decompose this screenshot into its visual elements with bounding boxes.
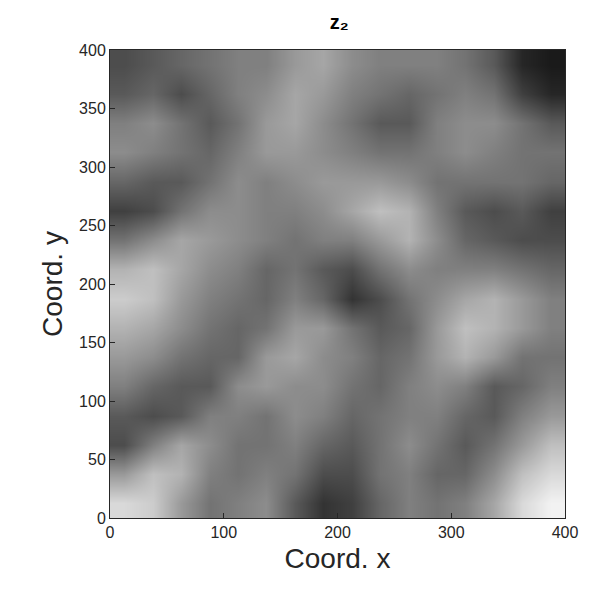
svg-text:Coord. x: Coord. x — [285, 543, 391, 574]
svg-text:400: 400 — [552, 524, 579, 541]
svg-text:250: 250 — [79, 217, 106, 234]
svg-text:150: 150 — [79, 334, 106, 351]
svg-text:Coord. y: Coord. y — [37, 231, 68, 337]
svg-text:100: 100 — [210, 524, 237, 541]
svg-text:0: 0 — [97, 510, 106, 527]
svg-text:100: 100 — [79, 393, 106, 410]
svg-text:400: 400 — [79, 42, 106, 59]
svg-text:50: 50 — [88, 451, 106, 468]
svg-text:0: 0 — [106, 524, 115, 541]
svg-text:z₂: z₂ — [330, 11, 349, 33]
svg-text:350: 350 — [79, 100, 106, 117]
svg-text:200: 200 — [324, 524, 351, 541]
svg-text:200: 200 — [79, 276, 106, 293]
svg-text:300: 300 — [438, 524, 465, 541]
svg-text:300: 300 — [79, 159, 106, 176]
